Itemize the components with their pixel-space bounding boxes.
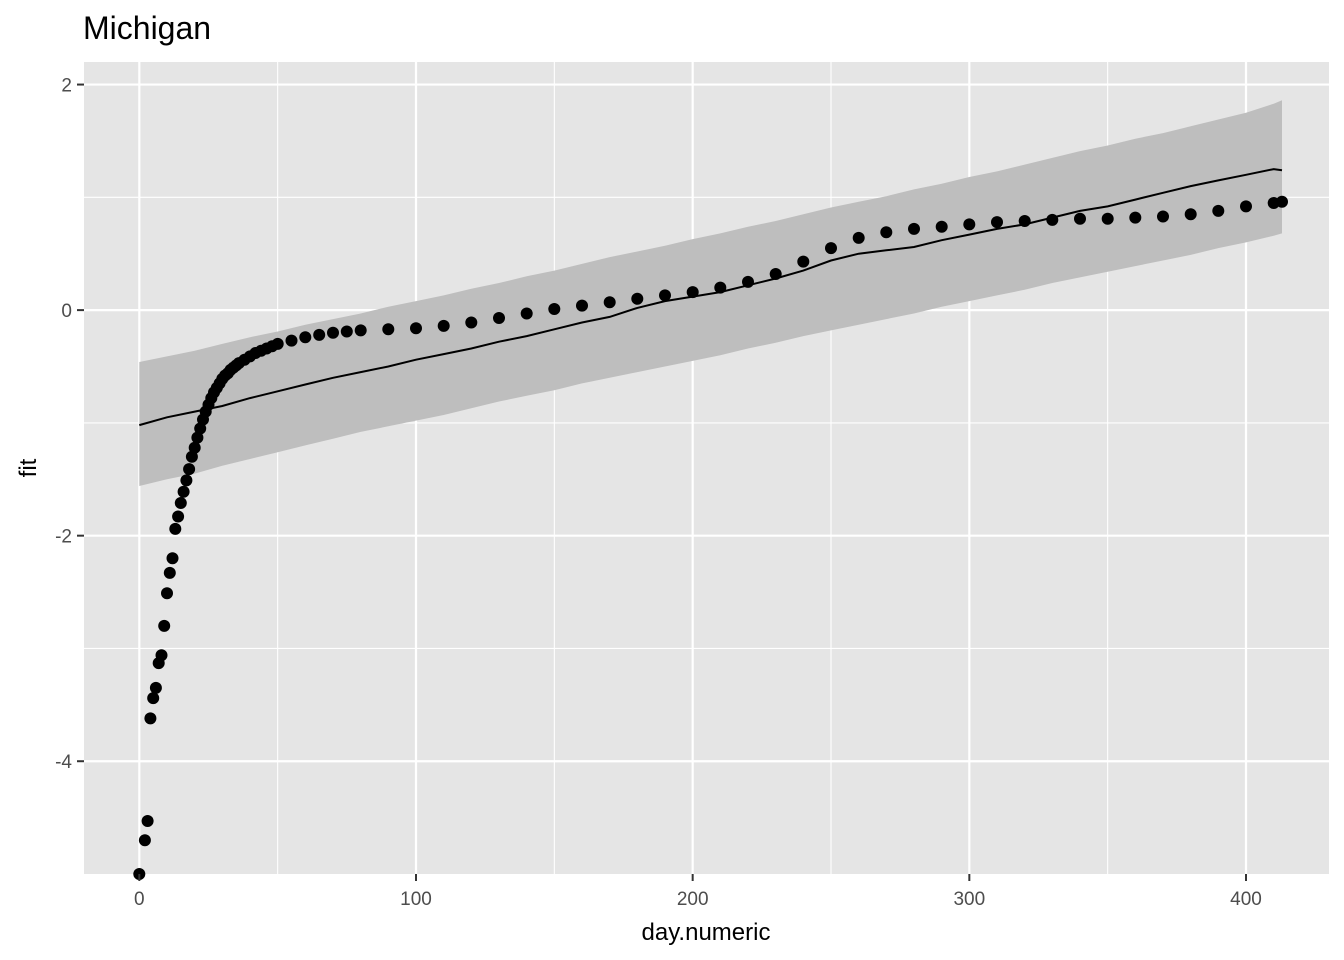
data-point-63	[769, 268, 782, 280]
data-point-15	[177, 485, 190, 498]
data-point-7	[155, 649, 168, 662]
data-point-50	[410, 322, 422, 335]
data-point-12	[169, 522, 182, 535]
data-point-76	[1129, 211, 1142, 224]
data-point-72	[1018, 215, 1031, 227]
data-point-58	[631, 292, 644, 305]
data-point-42	[271, 337, 284, 350]
data-point-65	[825, 242, 837, 255]
data-point-52	[465, 316, 478, 329]
x-axis-title: day.numeric	[642, 919, 771, 946]
data-points	[133, 195, 1288, 880]
data-point-4	[147, 692, 160, 705]
data-point-19	[188, 441, 201, 454]
y-axis-title: fit	[15, 458, 42, 477]
x-tick-label-4: 400	[1230, 889, 1262, 910]
data-point-59	[659, 289, 671, 302]
data-point-75	[1101, 212, 1114, 225]
data-point-17	[183, 463, 196, 476]
data-point-21	[194, 422, 207, 435]
data-point-64	[797, 255, 810, 268]
data-point-44	[299, 331, 312, 344]
data-point-5	[149, 681, 162, 694]
data-point-53	[493, 312, 505, 324]
data-point-60	[686, 286, 699, 299]
data-point-2	[141, 815, 154, 827]
data-point-68	[908, 222, 920, 235]
data-point-62	[742, 275, 754, 288]
y-tick-label-2: 0	[61, 301, 72, 322]
data-point-18	[185, 450, 198, 463]
data-point-46	[327, 326, 339, 339]
data-point-70	[963, 218, 976, 231]
data-point-61	[714, 281, 727, 294]
data-point-66	[852, 231, 865, 244]
x-tick-label-1: 100	[400, 889, 432, 910]
data-point-8	[158, 619, 171, 632]
data-point-16	[180, 474, 193, 487]
y-axis: -4 -2 0 2	[55, 76, 84, 773]
data-point-69	[935, 220, 948, 233]
data-point-3	[144, 712, 157, 725]
x-tick-label-2: 200	[677, 889, 709, 910]
x-axis: 0 100 200 300 400	[134, 874, 1262, 910]
data-point-11	[166, 552, 179, 565]
data-point-48	[354, 324, 367, 337]
data-point-1	[138, 834, 151, 847]
data-point-45	[313, 328, 326, 341]
data-point-20	[191, 431, 204, 444]
data-point-77	[1157, 210, 1169, 223]
data-point-47	[340, 325, 353, 338]
data-point-51	[437, 319, 450, 332]
y-tick-label-0: -4	[55, 752, 72, 773]
data-point-80	[1240, 200, 1252, 213]
data-point-56	[576, 299, 588, 312]
y-tick-label-3: 2	[61, 76, 72, 97]
data-point-74	[1074, 212, 1086, 225]
data-point-14	[174, 497, 187, 509]
data-point-43	[285, 334, 298, 347]
data-point-79	[1212, 204, 1225, 217]
data-point-78	[1184, 208, 1197, 221]
data-point-67	[880, 226, 893, 239]
data-point-9	[161, 587, 173, 600]
x-tick-label-0: 0	[134, 889, 145, 910]
data-point-71	[991, 216, 1003, 229]
data-point-55	[548, 303, 561, 315]
data-point-73	[1046, 213, 1059, 226]
chart-title: Michigan	[83, 10, 211, 46]
data-point-57	[603, 296, 616, 309]
y-tick-label-1: -2	[55, 527, 72, 548]
data-point-82	[1276, 195, 1288, 208]
data-point-49	[382, 323, 395, 336]
data-point-13	[172, 510, 185, 523]
data-point-10	[163, 566, 176, 579]
x-tick-label-3: 300	[953, 889, 985, 910]
data-point-54	[520, 307, 533, 320]
